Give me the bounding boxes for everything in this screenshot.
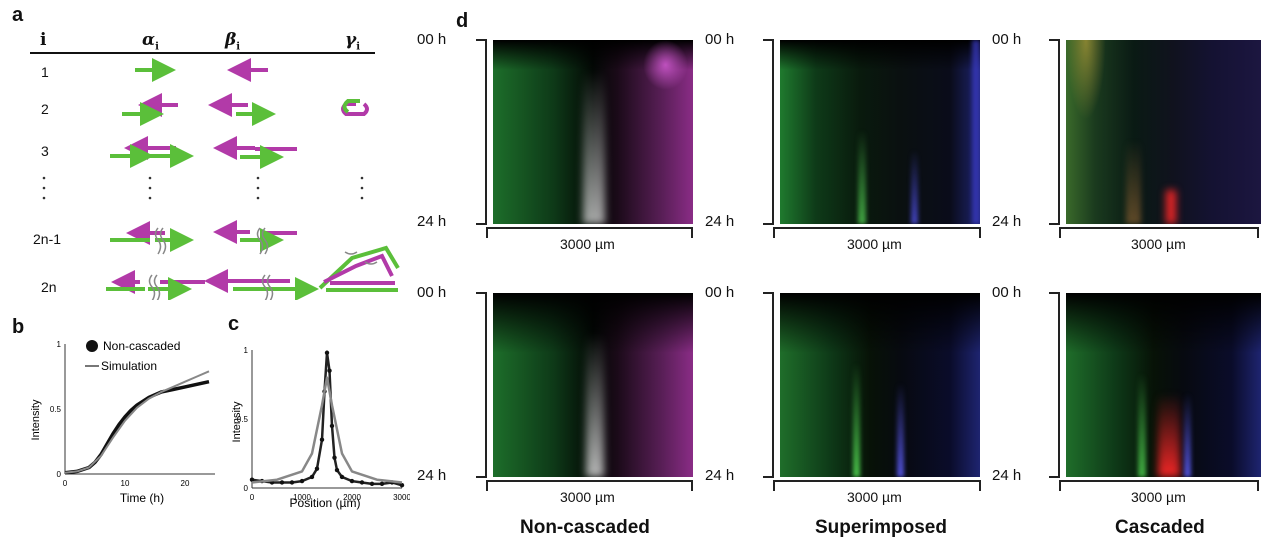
y-tick-label: 0.5 (237, 415, 249, 424)
time-start-label: 00 h (992, 284, 1022, 301)
chart-c: Intensity Position (µm) 0 1000 2000 3000 0 0.… (231, 346, 410, 510)
time-start-label: 00 h (417, 284, 447, 301)
y-tick-label: 0 (244, 484, 249, 493)
data-point (309, 474, 315, 480)
kymograph-noncascaded-top (493, 40, 693, 224)
header-i: i (40, 30, 47, 50)
time-start-label: 00 h (705, 284, 735, 301)
header-alpha: αi (142, 30, 159, 53)
data-point (359, 480, 365, 485)
y-tick-label: 1 (57, 340, 62, 349)
header-rule (30, 52, 375, 54)
y-tick-label: 0 (57, 470, 62, 479)
category-noncascaded: Non-cascaded (520, 517, 650, 538)
b-xlabel: Time (h) (120, 491, 164, 505)
x-tick-label: 20 (181, 479, 190, 488)
series-line-2 (64, 370, 210, 474)
time-start-label: 00 h (417, 31, 447, 48)
time-end-label: 24 h (417, 467, 447, 484)
x-tick-label: 0 (250, 493, 255, 502)
kymograph-axes (476, 39, 1259, 491)
c-xlabel: Position (µm) (290, 496, 361, 510)
x-tick-label: 3000 (393, 493, 410, 502)
data-point (314, 466, 320, 471)
kymograph-superimposed-bottom (780, 293, 980, 477)
x-tick-label: 1000 (293, 493, 311, 502)
x-tick-label: 0 (63, 479, 68, 488)
scale-label: 3000 µm (560, 236, 615, 252)
legend-simulation: Simulation (101, 359, 157, 373)
data-point (334, 467, 340, 473)
data-point (279, 480, 285, 485)
chart-b: Intensity Time (h) Non-cascaded Simulati… (30, 339, 215, 505)
time-end-label: 24 h (992, 467, 1022, 484)
row-label: 1 (41, 64, 49, 80)
time-end-label: 24 h (705, 213, 735, 230)
c-ylabel: Intensity (231, 401, 243, 442)
data-point (339, 474, 345, 480)
row-label: 2 (41, 101, 49, 117)
category-cascaded: Cascaded (1115, 517, 1205, 538)
header-gamma: γi (345, 30, 361, 53)
scale-label: 3000 µm (847, 489, 902, 505)
data-point (379, 481, 385, 487)
panel-c-label: c (228, 313, 240, 335)
data-point (249, 477, 255, 482)
scale-label: 3000 µm (560, 489, 615, 505)
time-end-label: 24 h (705, 467, 735, 484)
kymograph-cascaded-bottom (1066, 293, 1261, 477)
data-point (319, 437, 325, 442)
y-tick-label: 1 (244, 346, 249, 355)
data-point (327, 368, 332, 373)
time-end-label: 24 h (417, 213, 447, 230)
scale-label: 3000 µm (847, 236, 902, 252)
data-point (299, 478, 305, 484)
data-point (349, 478, 355, 484)
data-point (324, 350, 330, 355)
header-beta: βi (225, 30, 241, 53)
data-point (399, 483, 405, 488)
data-point (332, 455, 337, 460)
legend-marker-noncascaded (86, 340, 98, 352)
series-line-1 (251, 351, 403, 487)
data-point (289, 480, 295, 485)
x-tick-label: 2000 (343, 493, 361, 502)
y-tick-label: 0.5 (50, 405, 62, 414)
time-end-label: 24 h (992, 213, 1022, 230)
strand-diagram (42, 58, 400, 300)
series-line-1 (64, 379, 210, 475)
b-ylabel: Intensity (30, 399, 42, 440)
time-start-label: 00 h (705, 31, 735, 48)
panel-a-label: a (12, 4, 24, 26)
time-start-label: 00 h (992, 31, 1022, 48)
row-label: 2n-1 (33, 231, 62, 247)
category-superimposed: Superimposed (815, 517, 947, 538)
kymograph-cascaded-top (1066, 40, 1261, 224)
kymograph-noncascaded-bottom (493, 293, 693, 477)
legend-noncascaded: Non-cascaded (103, 339, 180, 353)
row-label: 3 (41, 143, 49, 159)
x-tick-label: 10 (121, 479, 130, 488)
panel-b-label: b (12, 316, 25, 338)
kymograph-superimposed-top (780, 40, 980, 224)
scale-label: 3000 µm (1131, 236, 1186, 252)
row-label: 2n (41, 279, 57, 295)
data-point (369, 481, 375, 487)
series-line-2 (251, 376, 403, 484)
scale-label: 3000 µm (1131, 489, 1186, 505)
panel-d-label: d (456, 10, 469, 32)
data-point (329, 423, 335, 429)
